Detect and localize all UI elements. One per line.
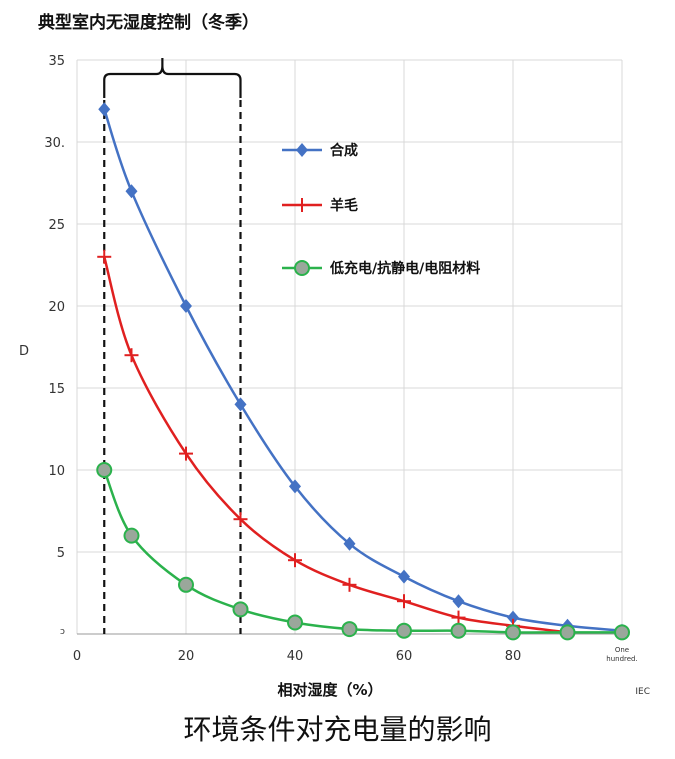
figure-caption: 环境条件对充电量的影响 [183, 713, 492, 746]
data-point [178, 576, 194, 593]
x-tick-label: 40 [287, 649, 304, 664]
data-point [295, 198, 309, 212]
x-tick-label: 20 [178, 649, 195, 664]
data-point [98, 102, 111, 117]
series-layer [96, 102, 630, 641]
series-2 [97, 249, 575, 640]
y-tick-label: 35 [48, 54, 65, 69]
data-point [397, 594, 411, 609]
data-point [124, 348, 139, 363]
data-point [234, 397, 247, 412]
chart-title: 典型室内无湿度控制（冬季） [38, 12, 259, 33]
data-point [398, 569, 410, 584]
data-point [288, 553, 302, 568]
y-tick-label: 30. [44, 136, 65, 151]
y-tick-label: ɔ [60, 627, 65, 637]
legend-label: 低充电/抗静电/电阻材料 [329, 260, 480, 277]
data-point [559, 624, 576, 641]
data-point [180, 299, 192, 313]
data-point [97, 249, 112, 264]
data-point [450, 622, 467, 639]
x-tick-label-line: hundred. [606, 655, 637, 663]
x-tick-label: 80 [505, 649, 522, 664]
data-point [342, 577, 357, 592]
data-point [96, 462, 113, 478]
legend-item-2: 羊毛 [282, 197, 358, 214]
data-point [396, 622, 412, 639]
y-tick-label: 5 [57, 546, 65, 561]
y-tick-label: 20 [48, 300, 65, 315]
chart: 典型室内无湿度控制（冬季） 0 20 40 60 80 One hundred. ɔ 5 10 15… [19, 12, 650, 699]
x-tick-label: 0 [73, 649, 81, 664]
series-1 [98, 102, 628, 638]
data-point [505, 624, 521, 641]
x-axis-label: 相对湿度（%） [277, 681, 382, 699]
legend-label: 合成 [330, 142, 358, 159]
series-line [103, 469, 622, 634]
data-point [233, 512, 248, 527]
data-point [294, 260, 310, 276]
data-point [179, 446, 193, 461]
y-tick-label: 25 [48, 218, 65, 233]
data-point [614, 624, 630, 641]
data-point [289, 479, 301, 494]
data-point [296, 143, 308, 157]
data-point [232, 601, 249, 618]
axes: 0 20 40 60 80 One hundred. ɔ 5 10 15 20 25 30. 35 [44, 54, 637, 664]
data-point [343, 536, 356, 551]
x-tick-label: One hundred. [606, 646, 637, 663]
y-tick-label: 15 [48, 382, 65, 397]
x-tick-label: 60 [396, 649, 413, 664]
range-brace [103, 58, 242, 98]
highlight-range [103, 58, 242, 634]
grid [76, 59, 623, 635]
data-point [451, 610, 466, 625]
data-point [341, 621, 358, 638]
data-point [507, 610, 519, 625]
y-axis-label: D [19, 344, 29, 359]
data-point [125, 184, 138, 199]
series-3 [96, 462, 630, 641]
corner-label: IEC [635, 687, 650, 697]
x-tick-label-line: One [615, 646, 629, 654]
legend-label: 羊毛 [330, 197, 358, 214]
data-point [123, 527, 140, 544]
y-tick-label: 10 [48, 464, 65, 479]
legend-item-1: 合成 [282, 142, 358, 159]
data-point [287, 614, 303, 631]
legend-item-3: 低充电/抗静电/电阻材料 [282, 260, 480, 277]
data-point [452, 594, 465, 609]
